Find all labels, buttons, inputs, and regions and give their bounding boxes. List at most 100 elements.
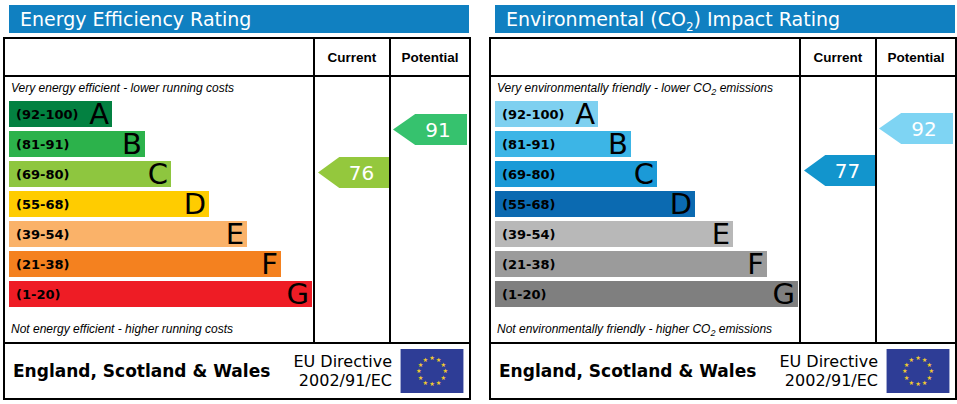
potential-rating-value: 92	[911, 117, 936, 141]
header-spacer-cell	[491, 39, 801, 75]
band-bar-e: (39-54)E	[9, 221, 247, 247]
band-range-label: (1-20)	[502, 287, 546, 302]
epc-charts-container: Energy Efficiency Rating Current Potenti…	[0, 0, 957, 400]
band-row-e: (39-54)E	[9, 221, 313, 247]
table-body-row: Very environmentally friendly - lower CO…	[491, 77, 955, 342]
band-bar-b: (81-91)B	[9, 131, 145, 157]
environmental-impact-panel: Environmental (CO2) Impact Rating Curren…	[489, 5, 957, 400]
region-label: England, Scotland & Wales	[499, 361, 756, 381]
top-caption-text-post: emissions	[716, 81, 773, 95]
current-rating-value: 77	[835, 159, 860, 183]
panel-title-text: Energy Efficiency Rating	[20, 8, 251, 30]
svg-text:★: ★	[928, 367, 934, 374]
current-column-header: Current	[801, 39, 877, 75]
band-range-label: (21-38)	[16, 257, 69, 272]
bottom-caption-text: Not energy efficient - higher running co…	[11, 322, 233, 336]
potential-column-header: Potential	[877, 39, 955, 75]
svg-text:★: ★	[418, 374, 424, 381]
bands-cell: Very energy efficient - lower running co…	[5, 77, 315, 342]
band-row-b: (81-91) B	[495, 131, 799, 157]
band-row-b: (81-91)B	[9, 131, 313, 157]
band-range-label: (55-68)	[16, 197, 69, 212]
eu-directive-line1: EU Directive	[779, 352, 878, 371]
band-letter: A	[89, 101, 109, 127]
eu-directive-label: EU Directive 2002/91/EC	[293, 352, 398, 390]
band-range-label: (81-91)	[502, 137, 555, 152]
band-bar-g: (1-20)G	[495, 281, 798, 307]
table-body-row: Very energy efficient - lower running co…	[5, 77, 469, 342]
svg-text:★: ★	[922, 379, 928, 386]
band-bar-f: (21-38) F	[495, 251, 767, 277]
band-letter: G	[287, 281, 309, 307]
band-bar-g: (1-20)G	[9, 281, 312, 307]
potential-rating-value: 91	[425, 118, 450, 142]
band-row-d: (55-68) D	[9, 191, 313, 217]
band-row-c: (69-80) C	[495, 161, 799, 187]
band-letter: B	[122, 131, 142, 157]
band-row-e: (39-54) E	[495, 221, 799, 247]
rating-table: Current Potential Very energy efficient …	[3, 37, 471, 400]
current-value-cell	[315, 77, 391, 342]
band-range-label: (69-80)	[16, 167, 69, 182]
svg-text:★: ★	[915, 354, 921, 361]
panel-title-sub: 2	[686, 20, 694, 33]
band-letter: E	[712, 221, 730, 247]
band-letter: E	[226, 221, 244, 247]
band-bar-a: (92-100) A	[495, 101, 598, 127]
svg-text:★: ★	[909, 379, 915, 386]
top-caption: Very energy efficient - lower running co…	[11, 79, 313, 97]
header-spacer-cell	[5, 39, 315, 75]
potential-column-header: Potential	[391, 39, 469, 75]
band-row-a: (92-100)A	[9, 101, 313, 127]
eu-directive-line2: 2002/91/EC	[785, 371, 878, 390]
svg-text:★: ★	[429, 380, 435, 387]
band-bar-c: (69-80) C	[495, 161, 657, 187]
band-letter: F	[261, 251, 278, 277]
band-row-d: (55-68)D	[495, 191, 799, 217]
band-letter: D	[670, 191, 692, 217]
band-letter: A	[575, 101, 595, 127]
bottom-caption-text-post: emissions	[715, 322, 772, 336]
svg-text:★: ★	[442, 367, 448, 374]
top-caption: Very environmentally friendly - lower CO…	[497, 79, 799, 97]
eu-directive-line1: EU Directive	[293, 352, 392, 371]
band-row-f: (21-38) F	[9, 251, 313, 277]
panel-title-text: Environmental (CO	[506, 8, 686, 30]
bands-cell: Very environmentally friendly - lower CO…	[491, 77, 801, 342]
band-range-label: (69-80)	[502, 167, 555, 182]
band-letter: C	[634, 161, 654, 187]
table-header-row: Current Potential	[5, 39, 469, 77]
svg-text:★: ★	[423, 379, 429, 386]
band-letter: C	[148, 161, 168, 187]
table-header-row: Current Potential	[491, 39, 955, 77]
eu-flag-icon: ★★★ ★★★ ★★★ ★★★	[398, 349, 466, 393]
table-footer-row: England, Scotland & Wales EU Directive 2…	[5, 342, 469, 398]
band-letter: D	[184, 191, 206, 217]
svg-text:★: ★	[423, 356, 429, 363]
current-value-cell	[801, 77, 877, 342]
band-bar-d: (55-68)D	[495, 191, 695, 217]
band-row-f: (21-38) F	[495, 251, 799, 277]
band-bar-c: (69-80) C	[9, 161, 171, 187]
svg-text:★: ★	[441, 374, 447, 381]
band-letter: F	[747, 251, 764, 277]
eu-flag-icon: ★★★ ★★★ ★★★ ★★★	[884, 349, 952, 393]
rating-table: Current Potential Very environmentally f…	[489, 37, 957, 400]
band-range-label: (39-54)	[502, 227, 555, 242]
band-row-a: (92-100) A	[495, 101, 799, 127]
band-bar-d: (55-68) D	[9, 191, 209, 217]
svg-text:★: ★	[416, 367, 422, 374]
svg-text:★: ★	[927, 361, 933, 368]
band-range-label: (92-100)	[502, 107, 565, 122]
current-rating-value: 76	[349, 161, 374, 185]
region-label: England, Scotland & Wales	[13, 361, 270, 381]
svg-text:★: ★	[915, 380, 921, 387]
band-letter: B	[608, 131, 628, 157]
svg-text:★: ★	[436, 379, 442, 386]
band-range-label: (21-38)	[502, 257, 555, 272]
band-row-g: (1-20)G	[495, 281, 799, 307]
band-bar-a: (92-100)A	[9, 101, 112, 127]
bands-stack: Very energy efficient - lower running co…	[5, 77, 313, 342]
bands-stack: Very environmentally friendly - lower CO…	[491, 77, 799, 342]
top-caption-text: Very environmentally friendly - lower CO	[497, 81, 711, 95]
